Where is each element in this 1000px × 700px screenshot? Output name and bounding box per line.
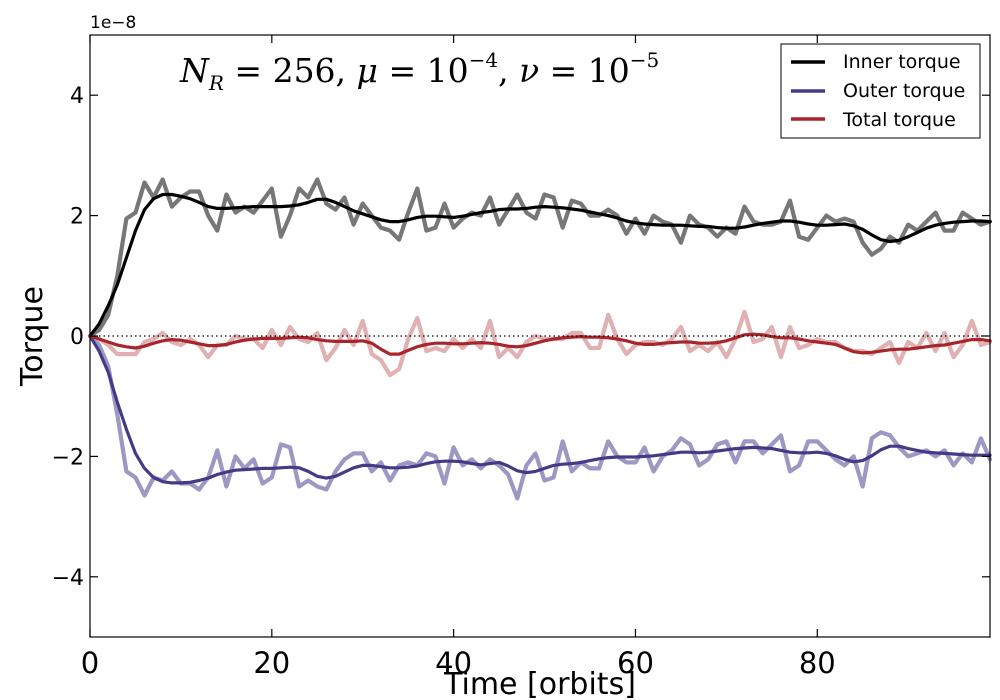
y-offset-label: 1e−8 xyxy=(90,13,136,33)
y-tick-label: 4 xyxy=(70,84,84,109)
annotation-nr-symbol: N xyxy=(179,51,210,90)
annotation-mu-value: = 10 xyxy=(378,51,469,90)
annotation-mu-symbol: μ xyxy=(346,51,378,90)
x-tick-label: 40 xyxy=(435,646,472,680)
x-tick-label: 80 xyxy=(799,646,836,680)
parameter-annotation: NR = 256, μ = 10−4, ν = 10−5 xyxy=(179,48,659,95)
annotation-nu-value: = 10 xyxy=(539,51,630,90)
annotation-mu-exponent: −4 xyxy=(469,48,498,72)
annotation-nr-value: = 256, xyxy=(224,51,346,90)
x-axis-label: Time [orbits] xyxy=(443,667,636,700)
legend-label-outer: Outer torque xyxy=(843,80,965,102)
annotation-separator: , xyxy=(498,51,509,90)
series-line-total-torque-smoothed xyxy=(88,332,992,356)
series-line-inner-torque-smoothed xyxy=(88,192,992,338)
series-line-outer-torque-raw xyxy=(87,333,993,501)
x-tick-label: 60 xyxy=(617,646,654,680)
annotation-nu-exponent: −5 xyxy=(630,48,659,72)
y-axis-label: Torque xyxy=(15,286,50,387)
legend-label-inner: Inner torque xyxy=(843,51,961,73)
y-tick-label: 0 xyxy=(70,325,84,350)
legend: Inner torque Outer torque Total torque xyxy=(780,43,981,139)
x-tick-label: 0 xyxy=(81,646,99,680)
series-line-outer-torque-smoothed xyxy=(88,334,992,485)
annotation-nr-subscript: R xyxy=(208,71,224,95)
annotation-nu-symbol: ν xyxy=(509,51,540,90)
x-tick-label: 20 xyxy=(253,646,290,680)
y-tick-label: 2 xyxy=(70,205,84,230)
legend-label-total: Total torque xyxy=(842,109,956,131)
ticks-layer: 0 20 40 60 80 −4 −2 0 2 4 xyxy=(52,35,990,680)
series-layer xyxy=(87,177,993,501)
y-tick-label: −4 xyxy=(52,566,84,591)
y-tick-label: −2 xyxy=(52,445,84,470)
